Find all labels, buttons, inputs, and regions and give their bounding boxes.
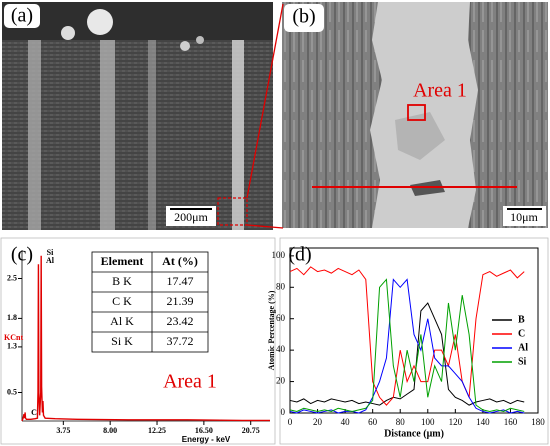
data-line	[289, 278, 525, 414]
legend-label: Al	[518, 342, 528, 353]
x-axis-label: Distance (μm)	[384, 428, 444, 439]
x-tick-label: 0	[288, 417, 293, 427]
x-tick-label: 120	[449, 417, 463, 427]
peak-label: Al	[46, 256, 55, 265]
legend-label: C	[518, 328, 525, 339]
x-tick-label: 60	[368, 417, 378, 427]
plot-frame	[289, 247, 539, 414]
area-annotation: Area 1	[413, 80, 467, 102]
x-axis-label: Energy - keV	[182, 435, 231, 444]
table-cell: 37.72	[167, 334, 194, 348]
table-header: At (%)	[162, 254, 198, 268]
peak-label: C	[31, 408, 37, 417]
table-cell: 23.42	[167, 314, 194, 328]
y-axis-label: Atomic Percentage (%)	[267, 290, 276, 370]
legend-label: Si	[518, 356, 527, 367]
x-tick-label: 16.50	[195, 426, 213, 435]
x-tick-label: 180	[531, 417, 545, 427]
x-tick-label: 8.00	[103, 426, 117, 435]
scale-bar-label: 10μm	[510, 210, 538, 224]
y-tick-label: 1.8	[7, 313, 17, 322]
panel-frame	[0, 237, 276, 445]
data-line	[289, 302, 525, 406]
x-tick-label: 100	[421, 417, 435, 427]
x-tick-label: 140	[476, 417, 490, 427]
table-cell: Si K	[111, 334, 133, 348]
y-tick-label: 40	[276, 344, 286, 354]
legend-label: B	[518, 314, 525, 325]
x-tick-label: 20	[313, 417, 323, 427]
y-tick-label: 60	[276, 313, 286, 323]
data-line	[289, 278, 525, 412]
x-tick-label: 40	[341, 417, 351, 427]
x-tick-label: 20.75	[242, 426, 260, 435]
table-cell: 17.47	[167, 274, 194, 288]
y-tick-label: 0.5	[7, 387, 17, 396]
y-tick-label: 1.3	[7, 342, 17, 351]
y-tick-label: 0	[281, 407, 286, 417]
panel-label: (d)	[288, 244, 311, 266]
table-cell: B K	[112, 274, 132, 288]
data-line	[21, 255, 270, 422]
y-tick-label: 100	[272, 250, 286, 260]
panel-label: (a)	[11, 5, 33, 27]
panel-frame	[279, 237, 549, 445]
data-line	[289, 266, 525, 406]
x-tick-label: 12.25	[148, 426, 166, 435]
zoom-connector	[246, 3, 284, 199]
panel-label: (b)	[292, 6, 315, 28]
composition-table	[91, 251, 209, 353]
area-annotation: Area 1	[163, 371, 217, 393]
y-tick-label: 20	[276, 376, 286, 386]
table-cell: Al K	[110, 314, 134, 328]
peak-label: Si	[47, 248, 54, 257]
scale-bar-label: 200μm	[174, 210, 208, 224]
y-tick-label: 80	[276, 281, 286, 291]
table-cell: C K	[112, 294, 132, 308]
table-header: Element	[101, 254, 144, 268]
x-tick-label: 3.75	[56, 426, 70, 435]
zoom-connector	[246, 224, 284, 229]
sem-image-a	[2, 2, 273, 230]
x-tick-label: 160	[504, 417, 518, 427]
y-tick-label: 2.5	[7, 273, 17, 282]
sem-image-b	[282, 2, 548, 228]
table-cell: 21.39	[167, 294, 194, 308]
x-tick-label: 80	[396, 417, 406, 427]
y-axis-label: KCnt	[4, 333, 23, 342]
